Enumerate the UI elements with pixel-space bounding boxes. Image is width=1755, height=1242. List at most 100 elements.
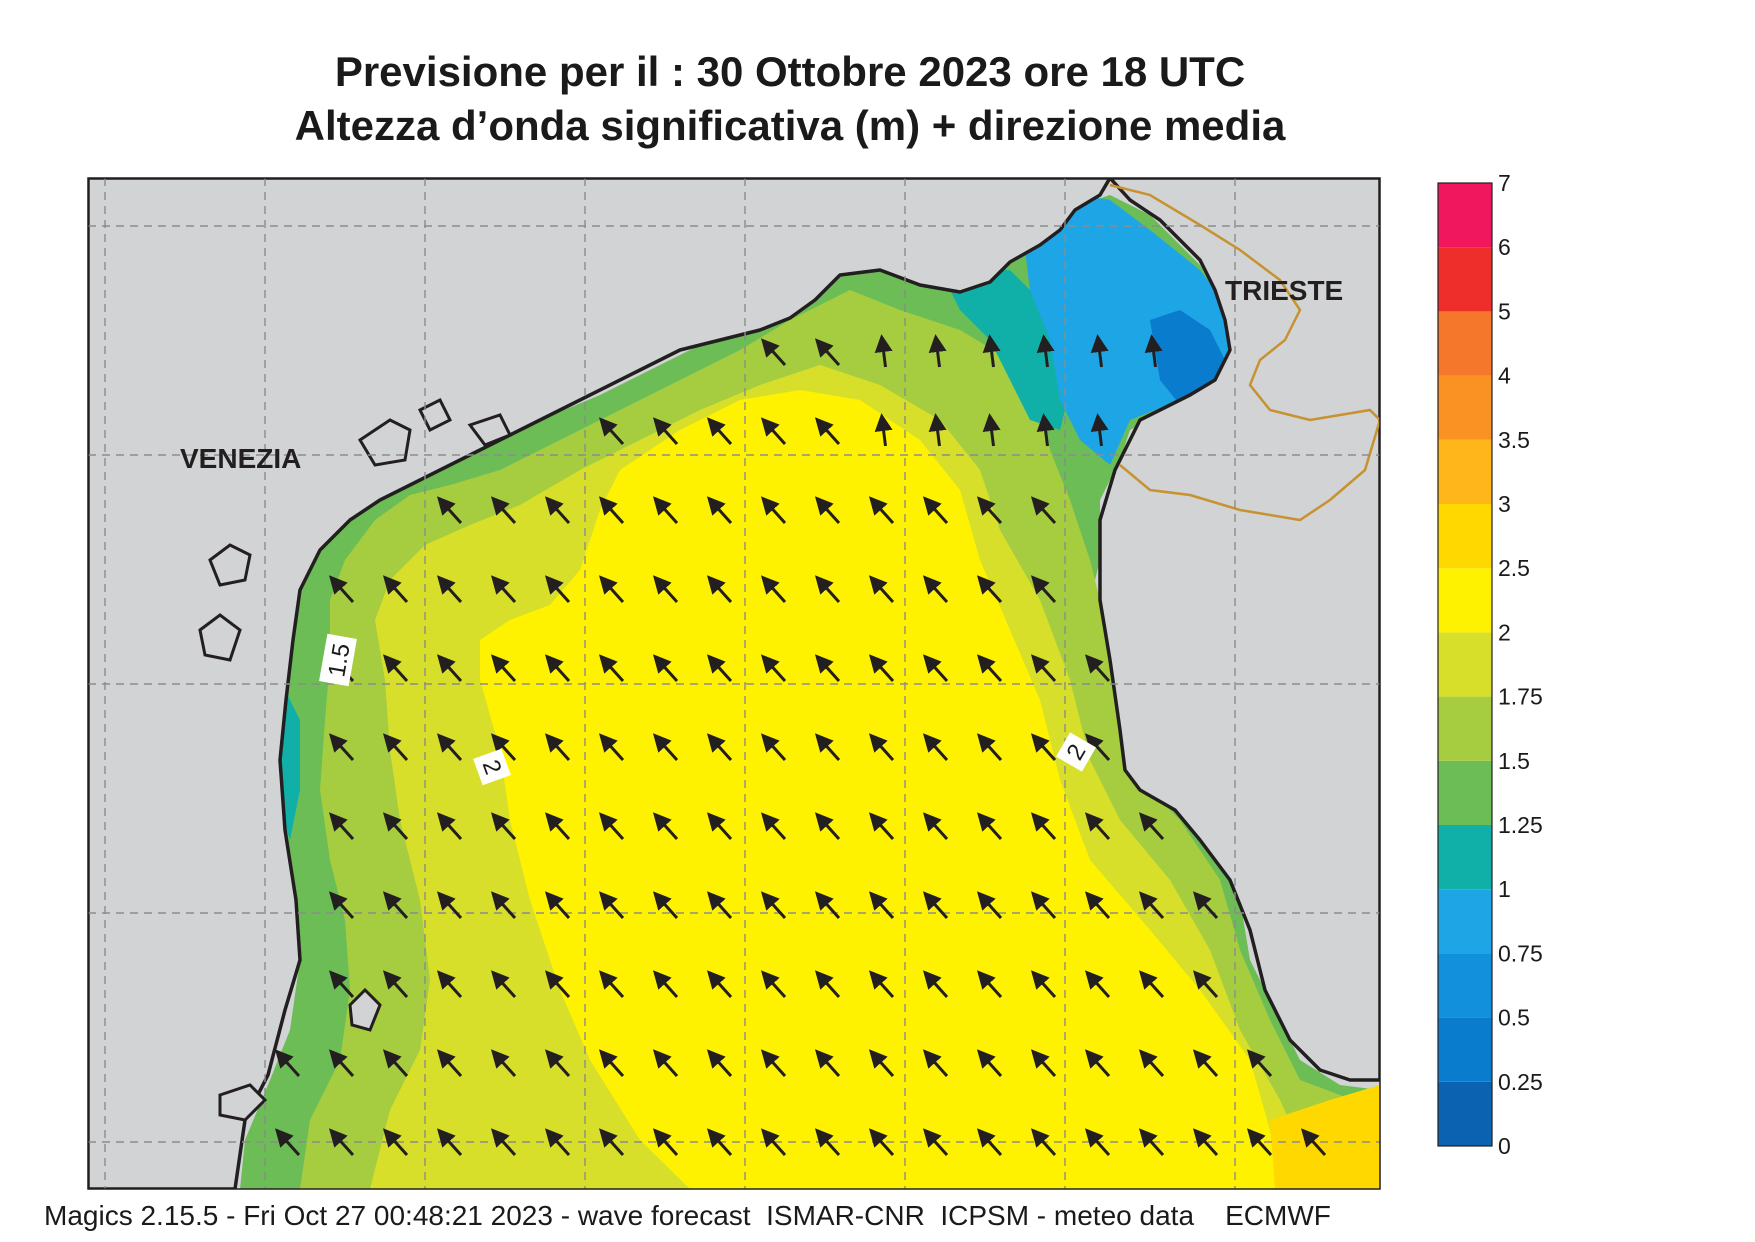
direction-arrow: [1192, 970, 1219, 999]
direction-arrow: [814, 1128, 841, 1157]
direction-arrow: [382, 970, 409, 999]
direction-arrow: [814, 417, 841, 446]
direction-arrow: [544, 812, 571, 841]
direction-arrow: [760, 1128, 787, 1157]
legend-tick-label: 3.5: [1498, 427, 1530, 453]
direction-arrow: [922, 970, 949, 999]
legend-swatch: [1438, 825, 1492, 890]
direction-arrow: [1030, 496, 1057, 525]
legend-swatch: [1438, 696, 1492, 761]
direction-arrow: [868, 1049, 895, 1078]
legend-swatch: [1438, 568, 1492, 633]
legend-tick-label: 2.5: [1498, 555, 1530, 581]
direction-arrow: [490, 733, 517, 762]
direction-arrow: [814, 733, 841, 762]
direction-arrow: [652, 812, 679, 841]
legend-swatch: [1438, 247, 1492, 312]
direction-arrow: [976, 733, 1003, 762]
direction-arrow: [544, 970, 571, 999]
direction-arrow: [760, 496, 787, 525]
direction-arrow: [490, 891, 517, 920]
direction-arrow: [976, 575, 1003, 604]
direction-arrow: [1030, 654, 1057, 683]
direction-arrow: [706, 891, 733, 920]
direction-arrow: [868, 575, 895, 604]
direction-arrow: [274, 1049, 301, 1078]
direction-arrow: [760, 970, 787, 999]
direction-arrow: [652, 417, 679, 446]
legend-tick-label: 1.25: [1498, 812, 1543, 838]
legend-tick-label: 0.5: [1498, 1005, 1530, 1031]
direction-arrow: [382, 654, 409, 683]
direction-arrow: [652, 1049, 679, 1078]
direction-arrow: [1084, 812, 1111, 841]
direction-arrow: [760, 575, 787, 604]
direction-arrow: [598, 575, 625, 604]
legend-swatch: [1438, 889, 1492, 954]
direction-arrow: [1090, 413, 1109, 447]
direction-arrow: [1300, 1128, 1327, 1157]
direction-arrow: [598, 417, 625, 446]
direction-arrow: [1192, 1049, 1219, 1078]
direction-arrow: [652, 891, 679, 920]
direction-arrow: [1036, 334, 1055, 368]
direction-arrow: [976, 812, 1003, 841]
direction-arrow: [922, 1128, 949, 1157]
direction-arrow: [868, 496, 895, 525]
legend-tick-label: 6: [1498, 234, 1511, 260]
direction-arrow: [544, 1128, 571, 1157]
direction-arrow: [814, 654, 841, 683]
direction-arrow: [382, 1128, 409, 1157]
direction-arrow: [706, 1128, 733, 1157]
land-east-istria: [1098, 178, 1380, 1082]
land-northwest-lagoon: [88, 178, 1112, 1189]
direction-arrow: [706, 812, 733, 841]
wave-direction-arrows: [274, 334, 1327, 1157]
legend-swatch: [1438, 504, 1492, 569]
graticule: [88, 178, 1380, 1189]
direction-arrow: [328, 1128, 355, 1157]
direction-arrow: [490, 970, 517, 999]
direction-arrow: [706, 970, 733, 999]
city-label-venezia: VENEZIA: [180, 443, 301, 474]
direction-arrow: [814, 970, 841, 999]
direction-arrow: [868, 733, 895, 762]
direction-arrow: [652, 575, 679, 604]
direction-arrow: [928, 413, 947, 447]
direction-arrow: [544, 733, 571, 762]
direction-arrow: [868, 970, 895, 999]
direction-arrow: [706, 496, 733, 525]
legend-tick-label: 1.5: [1498, 748, 1530, 774]
direction-arrow: [1084, 733, 1111, 762]
direction-arrow: [382, 1049, 409, 1078]
direction-arrow: [1144, 334, 1163, 368]
direction-arrow: [814, 338, 841, 367]
direction-arrow: [760, 733, 787, 762]
contour-label-2-east: 2: [1056, 732, 1096, 772]
color-legend: 0 0.25 0.5 0.75 1 1.25 1.5 1.75 2 2.5 3 3.5 4 5 6 7: [1437, 170, 1543, 1159]
direction-arrow: [922, 812, 949, 841]
legend-tick-label: 0.75: [1498, 940, 1543, 966]
map-frame: [87, 177, 1381, 1190]
direction-arrow: [328, 733, 355, 762]
direction-arrow: [868, 812, 895, 841]
legend-tick-label: 7: [1498, 170, 1511, 196]
legend-swatch: [1438, 760, 1492, 825]
direction-arrow: [928, 334, 947, 368]
direction-arrow: [436, 891, 463, 920]
direction-arrow: [436, 496, 463, 525]
direction-arrow: [760, 417, 787, 446]
svg-text:1.5: 1.5: [323, 641, 355, 679]
direction-arrow: [490, 654, 517, 683]
sea-zone-yellow: [480, 390, 1280, 1189]
land-masses: [88, 178, 1380, 1189]
direction-arrow: [982, 334, 1001, 368]
direction-arrow: [982, 413, 1001, 447]
legend-swatch: [1438, 1017, 1492, 1082]
direction-arrow: [1030, 812, 1057, 841]
direction-arrow: [1138, 1128, 1165, 1157]
legend-tick-label: 2: [1498, 619, 1511, 645]
direction-arrow: [598, 733, 625, 762]
direction-arrow: [976, 970, 1003, 999]
direction-arrow: [490, 812, 517, 841]
